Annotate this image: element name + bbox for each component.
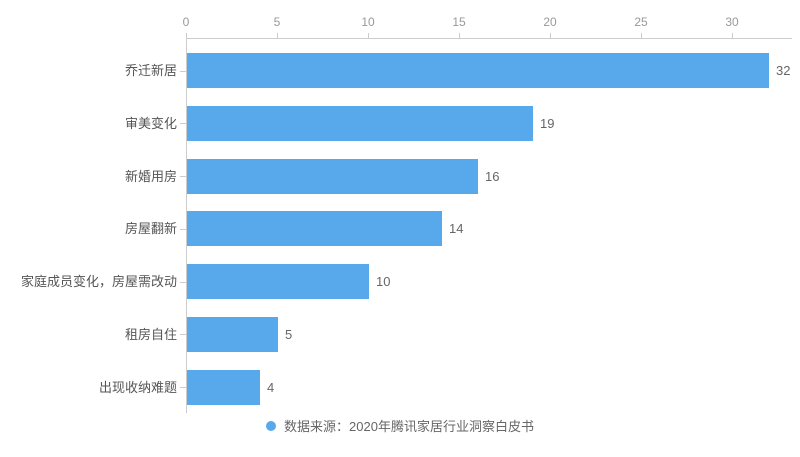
- x-tick-label: 5: [273, 15, 281, 29]
- x-tick-label: 0: [182, 15, 190, 29]
- x-tick-label: 25: [634, 15, 648, 29]
- category-label: 审美变化: [124, 116, 177, 131]
- value-label: 4: [267, 380, 275, 395]
- x-tick-mark: [732, 33, 733, 38]
- y-axis-line: [186, 38, 187, 413]
- category-label: 房屋翻新: [124, 221, 177, 236]
- value-label: 10: [376, 274, 391, 289]
- value-label: 5: [285, 327, 293, 342]
- legend-series-marker-icon: [266, 420, 277, 431]
- category-tick-mark: [180, 176, 186, 177]
- category-tick-mark: [180, 282, 186, 283]
- category-tick-mark: [180, 71, 186, 72]
- category-tick-mark: [180, 229, 186, 230]
- x-tick-mark: [550, 33, 551, 38]
- legend-label: 数据来源：2020年腾讯家居行业洞察白皮书: [284, 419, 534, 434]
- category-label: 出现收纳难题: [98, 380, 177, 395]
- x-tick-label: 15: [452, 15, 466, 29]
- x-tick-mark: [641, 33, 642, 38]
- x-tick-label: 30: [725, 15, 739, 29]
- bar[interactable]: [187, 53, 769, 88]
- x-tick-mark: [368, 33, 369, 38]
- bar[interactable]: [187, 211, 442, 246]
- value-label: 16: [485, 169, 500, 184]
- category-label: 租房自住: [124, 327, 177, 342]
- legend[interactable]: 数据来源：2020年腾讯家居行业洞察白皮书: [0, 416, 800, 435]
- value-label: 14: [449, 221, 464, 236]
- value-label: 19: [540, 116, 555, 131]
- bar[interactable]: [187, 106, 533, 141]
- category-tick-mark: [180, 387, 186, 388]
- x-tick-mark: [459, 33, 460, 38]
- bar[interactable]: [187, 370, 260, 405]
- category-tick-mark: [180, 334, 186, 335]
- x-tick-label: 10: [361, 15, 375, 29]
- x-tick-mark: [277, 33, 278, 38]
- x-tick-mark: [186, 33, 187, 38]
- category-tick-mark: [180, 123, 186, 124]
- bar[interactable]: [187, 317, 278, 352]
- value-label: 32: [776, 63, 791, 78]
- x-tick-label: 20: [543, 15, 557, 29]
- x-axis-line: [186, 38, 792, 39]
- bar[interactable]: [187, 159, 478, 194]
- bar[interactable]: [187, 264, 369, 299]
- category-label: 家庭成员变化，房屋需改动: [20, 274, 177, 289]
- category-label: 新婚用房: [124, 169, 177, 184]
- category-label: 乔迁新居: [124, 63, 177, 78]
